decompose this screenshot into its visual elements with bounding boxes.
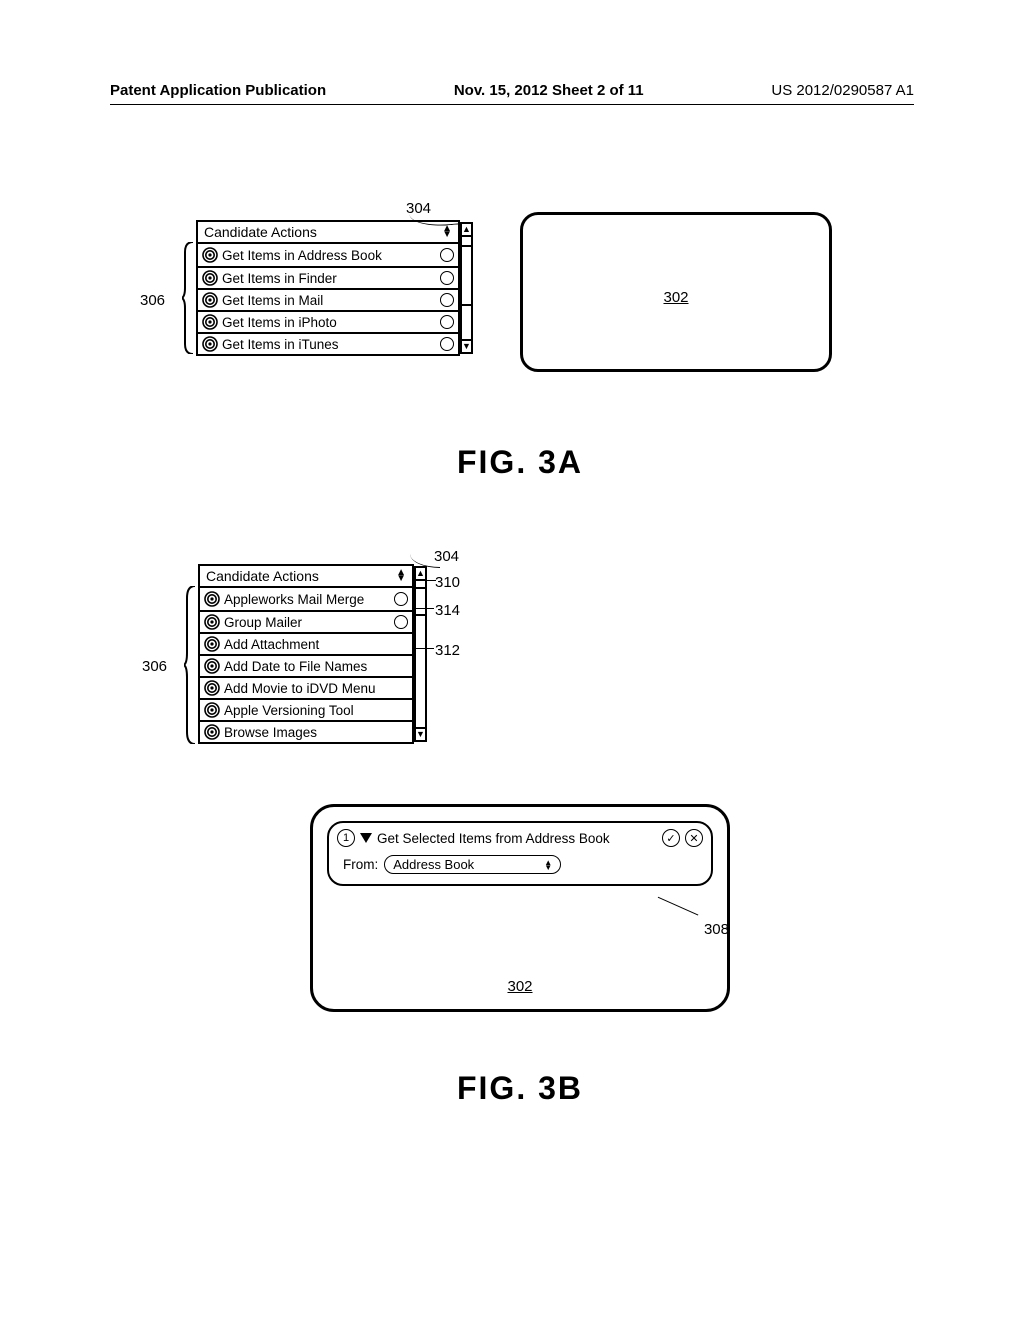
row-indicator-icon bbox=[440, 293, 454, 307]
target-icon bbox=[204, 724, 220, 740]
scroll-up-icon[interactable]: ▲ bbox=[416, 568, 425, 581]
step-index-badge: 1 bbox=[337, 829, 355, 847]
action-label: Apple Versioning Tool bbox=[224, 703, 408, 718]
step-header: 1 Get Selected Items from Address Book ✓… bbox=[337, 829, 703, 847]
target-icon bbox=[204, 614, 220, 630]
ref-314: 314 bbox=[435, 602, 460, 619]
target-icon bbox=[202, 314, 218, 330]
figure-caption-3b: FIG. 3B bbox=[190, 1070, 850, 1107]
scroll-thumb[interactable] bbox=[416, 587, 425, 616]
page-header: Patent Application Publication Nov. 15, … bbox=[110, 82, 914, 99]
action-row[interactable]: Get Items in Address Book bbox=[198, 244, 458, 266]
disclosure-icon[interactable] bbox=[360, 833, 372, 843]
scroll-down-icon[interactable]: ▼ bbox=[416, 727, 425, 740]
action-row[interactable]: Add Attachment bbox=[200, 632, 412, 654]
target-icon bbox=[204, 680, 220, 696]
header-center: Nov. 15, 2012 Sheet 2 of 11 bbox=[454, 82, 644, 99]
action-rows: Appleworks Mail Merge Group Mailer Add Att… bbox=[200, 588, 412, 742]
canvas-label-302: 302 bbox=[313, 978, 727, 995]
action-label: Get Items in Finder bbox=[222, 271, 436, 286]
row-indicator-icon bbox=[440, 271, 454, 285]
from-dropdown[interactable]: Address Book ▲▼ bbox=[384, 855, 561, 874]
ref-306: 306 bbox=[140, 292, 165, 309]
row-indicator-icon bbox=[394, 592, 408, 606]
action-row[interactable]: Get Items in iTunes bbox=[198, 332, 458, 354]
action-label: Get Items in iPhoto bbox=[222, 315, 436, 330]
step-param-row: From: Address Book ▲▼ bbox=[343, 855, 703, 874]
scroll-track[interactable] bbox=[416, 581, 425, 727]
action-rows: Get Items in Address Book Get Items in Fi… bbox=[198, 244, 458, 354]
panel-header: Candidate Actions ▲▼ bbox=[200, 566, 412, 588]
target-icon bbox=[204, 591, 220, 607]
action-label: Add Movie to iDVD Menu bbox=[224, 681, 408, 696]
scroll-down-icon[interactable]: ▼ bbox=[462, 339, 471, 352]
action-label: Add Attachment bbox=[224, 637, 408, 652]
header-right: US 2012/0290587 A1 bbox=[771, 82, 914, 99]
header-rule bbox=[110, 104, 914, 105]
workflow-step[interactable]: 1 Get Selected Items from Address Book ✓… bbox=[327, 821, 713, 886]
brace-306 bbox=[184, 586, 196, 744]
from-value: Address Book bbox=[393, 857, 474, 872]
action-row[interactable]: Apple Versioning Tool bbox=[200, 698, 412, 720]
sort-icon[interactable]: ▲▼ bbox=[396, 570, 406, 582]
figure-caption-3a: FIG. 3A bbox=[140, 444, 900, 481]
action-label: Add Date to File Names bbox=[224, 659, 408, 674]
action-row[interactable]: Get Items in Mail bbox=[198, 288, 458, 310]
scroll-thumb[interactable] bbox=[462, 245, 471, 306]
target-icon bbox=[204, 636, 220, 652]
ref-312: 312 bbox=[435, 642, 460, 659]
row-indicator-icon bbox=[440, 337, 454, 351]
target-icon bbox=[204, 658, 220, 674]
row-indicator-icon bbox=[440, 248, 454, 262]
scrollbar[interactable]: ▲ ▼ bbox=[414, 566, 427, 742]
action-label: Get Items in Mail bbox=[222, 293, 436, 308]
action-row[interactable]: Group Mailer bbox=[200, 610, 412, 632]
target-icon bbox=[202, 292, 218, 308]
scrollbar[interactable]: ▲ ▼ bbox=[460, 222, 473, 354]
ref-306: 306 bbox=[142, 658, 167, 675]
target-icon bbox=[204, 702, 220, 718]
candidate-actions-panel: Candidate Actions ▲▼ Appleworks Mail Mer… bbox=[198, 564, 414, 744]
row-indicator-icon bbox=[394, 615, 408, 629]
panel-title: Candidate Actions bbox=[206, 568, 319, 584]
action-row[interactable]: Browse Images bbox=[200, 720, 412, 742]
action-row[interactable]: Get Items in iPhoto bbox=[198, 310, 458, 332]
from-label: From: bbox=[343, 857, 378, 872]
action-label: Get Items in Address Book bbox=[222, 248, 436, 263]
brace-306 bbox=[182, 242, 194, 354]
action-row[interactable]: Add Movie to iDVD Menu bbox=[200, 676, 412, 698]
workflow-canvas[interactable]: 302 bbox=[520, 212, 832, 372]
target-icon bbox=[202, 270, 218, 286]
target-icon bbox=[202, 336, 218, 352]
action-label: Appleworks Mail Merge bbox=[224, 592, 390, 607]
close-icon[interactable]: ✕ bbox=[685, 829, 703, 847]
step-title: Get Selected Items from Address Book bbox=[377, 831, 657, 846]
workflow-canvas[interactable]: 1 Get Selected Items from Address Book ✓… bbox=[310, 804, 730, 1012]
action-row[interactable]: Appleworks Mail Merge bbox=[200, 588, 412, 610]
action-row[interactable]: Add Date to File Names bbox=[200, 654, 412, 676]
sort-icon[interactable]: ▲▼ bbox=[442, 226, 452, 238]
scroll-up-icon[interactable]: ▲ bbox=[462, 224, 471, 237]
ref-310: 310 bbox=[435, 574, 460, 591]
action-label: Get Items in iTunes bbox=[222, 337, 436, 352]
stepper-icon[interactable]: ▲▼ bbox=[544, 860, 552, 870]
row-indicator-icon bbox=[440, 315, 454, 329]
action-label: Browse Images bbox=[224, 725, 408, 740]
header-left: Patent Application Publication bbox=[110, 82, 326, 99]
panel-title: Candidate Actions bbox=[204, 224, 317, 240]
target-icon bbox=[202, 247, 218, 263]
ref-308: 308 bbox=[704, 921, 729, 938]
scroll-track[interactable] bbox=[462, 237, 471, 339]
panel-header: Candidate Actions ▲▼ bbox=[198, 222, 458, 244]
leader-308 bbox=[652, 897, 699, 930]
canvas-label-302: 302 bbox=[523, 289, 829, 306]
action-label: Group Mailer bbox=[224, 615, 390, 630]
candidate-actions-panel: Candidate Actions ▲▼ Get Items in Addres… bbox=[196, 220, 460, 356]
action-row[interactable]: Get Items in Finder bbox=[198, 266, 458, 288]
check-icon[interactable]: ✓ bbox=[662, 829, 680, 847]
